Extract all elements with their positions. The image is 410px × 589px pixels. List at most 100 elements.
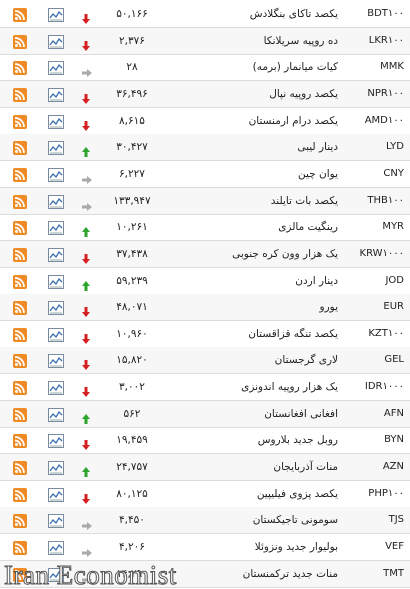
chart-icon[interactable]	[48, 274, 64, 293]
chart-icon[interactable]	[48, 513, 64, 532]
rss-icon[interactable]	[13, 167, 27, 186]
currency-name: افغانی افغانستان	[264, 407, 338, 420]
table-row: ۶,۲۲۷ یوان چین CNY	[0, 161, 410, 188]
table-row: ۱۳۳,۹۴۷ یکصد بات تایلند THB۱۰۰	[0, 187, 410, 215]
chart-icon[interactable]	[48, 407, 64, 426]
table-row: ۳,۰۰۲ یک هزار روپیه اندونزی IDR۱۰۰۰	[0, 374, 410, 402]
table-row: ۵۶۲ افغانی افغانستان AFN	[0, 400, 410, 428]
chart-icon[interactable]	[48, 220, 64, 239]
table-row: ۱۰,۲۶۱ رینگیت مالزی MYR	[0, 214, 410, 242]
chart-icon[interactable]	[48, 247, 64, 266]
currency-code: GEL	[384, 354, 404, 366]
currency-name: یکصد پزوی فیلیپین	[256, 487, 338, 500]
rss-icon[interactable]	[13, 274, 27, 293]
table-row: ۳۰,۴۲۷ دینار لیبی LYD	[0, 134, 410, 162]
price: ۱۴,۲۹۰	[116, 567, 148, 580]
currency-code: KRW۱۰۰۰	[359, 247, 404, 259]
table-row: ۸۰,۱۲۵ یکصد پزوی فیلیپین PHP۱۰۰	[0, 481, 410, 508]
chart-icon[interactable]	[48, 194, 64, 213]
chart-icon[interactable]	[48, 380, 64, 399]
currency-name: یکصد تنگه قزاقستان	[248, 327, 338, 340]
currency-code: KZT۱۰۰	[368, 327, 404, 339]
rss-icon[interactable]	[13, 114, 27, 133]
trend-arrow	[82, 515, 92, 534]
trend-arrow	[82, 542, 92, 561]
chart-icon[interactable]	[48, 540, 64, 559]
currency-code: IDR۱۰۰۰	[364, 381, 404, 393]
chart-icon[interactable]	[48, 7, 64, 26]
chart-icon[interactable]	[48, 487, 64, 506]
chart-icon[interactable]	[48, 353, 64, 372]
rss-icon[interactable]	[13, 34, 27, 53]
price: ۳۷,۴۳۸	[116, 247, 148, 260]
trend-arrow	[82, 435, 90, 454]
trend-arrow	[82, 382, 90, 401]
currency-code: AMD۱۰۰	[364, 114, 404, 126]
rss-icon[interactable]	[13, 194, 27, 213]
rss-icon[interactable]	[13, 487, 27, 506]
rss-icon[interactable]	[13, 540, 27, 559]
price: ۵۹,۲۳۹	[116, 274, 148, 287]
chart-icon[interactable]	[48, 300, 64, 319]
rss-icon[interactable]	[13, 300, 27, 319]
chart-icon[interactable]	[48, 87, 64, 106]
currency-code: MYR	[382, 221, 404, 233]
rss-icon[interactable]	[13, 7, 27, 26]
currency-name: یوان چین	[298, 167, 338, 180]
currency-code: MMK	[380, 61, 404, 73]
trend-arrow	[82, 409, 90, 428]
chart-icon[interactable]	[48, 60, 64, 79]
currency-code: TJS	[388, 514, 404, 526]
price: ۱۵,۸۲۰	[116, 354, 148, 367]
chart-icon[interactable]	[48, 327, 64, 346]
trend-arrow	[82, 249, 90, 268]
trend-arrow	[82, 329, 90, 348]
rss-icon[interactable]	[13, 220, 27, 239]
trend-arrow	[82, 36, 90, 55]
chart-icon[interactable]	[48, 34, 64, 53]
table-row: ۲۸ کیات میانمار (برمه) MMK	[0, 54, 410, 82]
trend-arrow	[82, 169, 92, 188]
chart-icon[interactable]	[48, 460, 64, 479]
chart-icon[interactable]	[48, 140, 64, 159]
rss-icon[interactable]	[13, 407, 27, 426]
price: ۸۰,۱۲۵	[116, 487, 148, 500]
currency-name: یکصد روپیه نپال	[269, 87, 338, 100]
rss-icon[interactable]	[13, 567, 27, 586]
rss-icon[interactable]	[13, 513, 27, 532]
table-row: ۱۴,۲۹۰ منات جدید ترکمنستان TMT	[0, 560, 410, 588]
rss-icon[interactable]	[13, 87, 27, 106]
rss-icon[interactable]	[13, 140, 27, 159]
chart-icon[interactable]	[48, 567, 64, 586]
currency-code: BDT۱۰۰	[367, 8, 404, 19]
trend-arrow	[82, 222, 90, 241]
currency-code: JOD	[385, 274, 404, 286]
rss-icon[interactable]	[13, 327, 27, 346]
trend-arrow	[82, 462, 90, 481]
chart-icon[interactable]	[48, 167, 64, 186]
table-row: ۱۰,۹۶۰ یکصد تنگه قزاقستان KZT۱۰۰	[0, 321, 410, 348]
table-row: ۱۵,۸۲۰ لاری گرجستان GEL	[0, 347, 410, 375]
rss-icon[interactable]	[13, 433, 27, 452]
rss-icon[interactable]	[13, 353, 27, 372]
currency-name: ده روپیه سریلانکا	[263, 34, 338, 47]
table-row: ۲,۳۷۶ ده روپیه سریلانکا LKR۱۰۰	[0, 27, 410, 55]
rss-icon[interactable]	[13, 380, 27, 399]
currency-code: CNY	[383, 167, 404, 179]
trend-arrow	[82, 276, 90, 295]
trend-arrow	[82, 302, 90, 321]
price: ۳۶,۴۹۶	[116, 87, 148, 100]
currency-code: BYN	[384, 434, 404, 446]
table-row: ۵۰,۱۶۶ یکصد تاکای بنگلادش BDT۱۰۰	[0, 1, 410, 28]
rss-icon[interactable]	[13, 60, 27, 79]
table-row: ۴,۴۵۰ سومونی تاجیکستان TJS	[0, 507, 410, 535]
rss-icon[interactable]	[13, 247, 27, 266]
currency-name: منات آذربایجان	[273, 461, 338, 474]
currency-name: منات جدید ترکمنستان	[242, 567, 338, 580]
price: ۵۶۲	[123, 407, 141, 420]
chart-icon[interactable]	[48, 433, 64, 452]
currency-name: لاری گرجستان	[274, 354, 338, 367]
chart-icon[interactable]	[48, 114, 64, 133]
rss-icon[interactable]	[13, 460, 27, 479]
